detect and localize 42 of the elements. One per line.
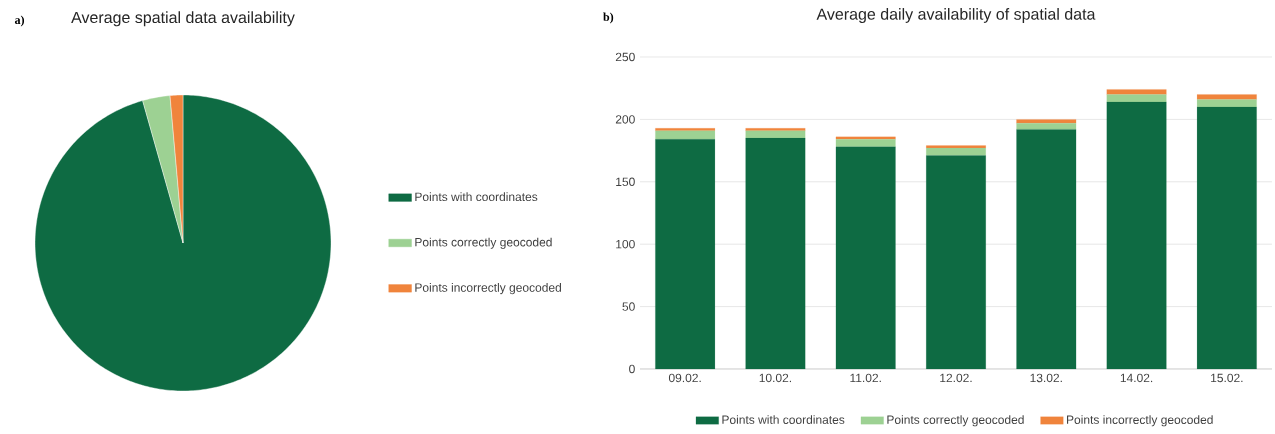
x-tick-label: 15.02. — [1211, 373, 1243, 383]
legend-label: Points correctly geocoded — [887, 415, 1024, 427]
y-tick-label: 0 — [629, 364, 635, 374]
chart-title: Average daily availability of spatial data — [816, 8, 1096, 23]
x-tick-label: 13.02. — [1030, 373, 1062, 383]
bar — [835, 136, 896, 140]
legend-label: Points with coordinates — [415, 192, 538, 202]
y-tick-label: 200 — [615, 115, 635, 124]
bar — [1196, 94, 1257, 100]
y-tick-label: 250 — [615, 52, 635, 62]
bar — [655, 128, 716, 131]
x-tick-label: 10.02. — [759, 373, 792, 383]
bar — [745, 128, 806, 131]
bar — [926, 148, 986, 156]
bar — [1016, 123, 1077, 130]
legend-label: Points correctly geocoded — [415, 237, 552, 249]
x-tick-label: 11.02. — [850, 373, 881, 383]
legend-label: Points incorrectly geocoded — [415, 282, 561, 295]
bar — [1196, 99, 1257, 107]
bar — [1106, 89, 1167, 95]
bar — [926, 155, 986, 370]
bar — [1196, 106, 1257, 370]
bar — [655, 139, 716, 370]
bar — [835, 139, 896, 147]
y-tick-label: 50 — [622, 302, 635, 311]
x-tick-label: 12.02. — [940, 373, 972, 383]
x-tick-label: 14.02. — [1120, 373, 1153, 383]
bar — [655, 130, 716, 140]
x-tick-label: 09.02. — [668, 373, 701, 383]
bar — [1106, 101, 1167, 370]
bar — [745, 138, 806, 370]
bar — [745, 130, 806, 139]
legend-label: Points with coordinates — [722, 415, 845, 424]
bar — [835, 146, 896, 370]
chart-title: Average spatial data availability — [71, 11, 295, 27]
bar — [1016, 129, 1077, 370]
legend-label: Points incorrectly geocoded — [1067, 415, 1213, 427]
text: a) — [14, 15, 25, 27]
y-tick-label: 100 — [616, 239, 635, 249]
bar — [1106, 94, 1167, 102]
text: b) — [603, 12, 614, 24]
y-tick-label: 150 — [616, 177, 635, 187]
